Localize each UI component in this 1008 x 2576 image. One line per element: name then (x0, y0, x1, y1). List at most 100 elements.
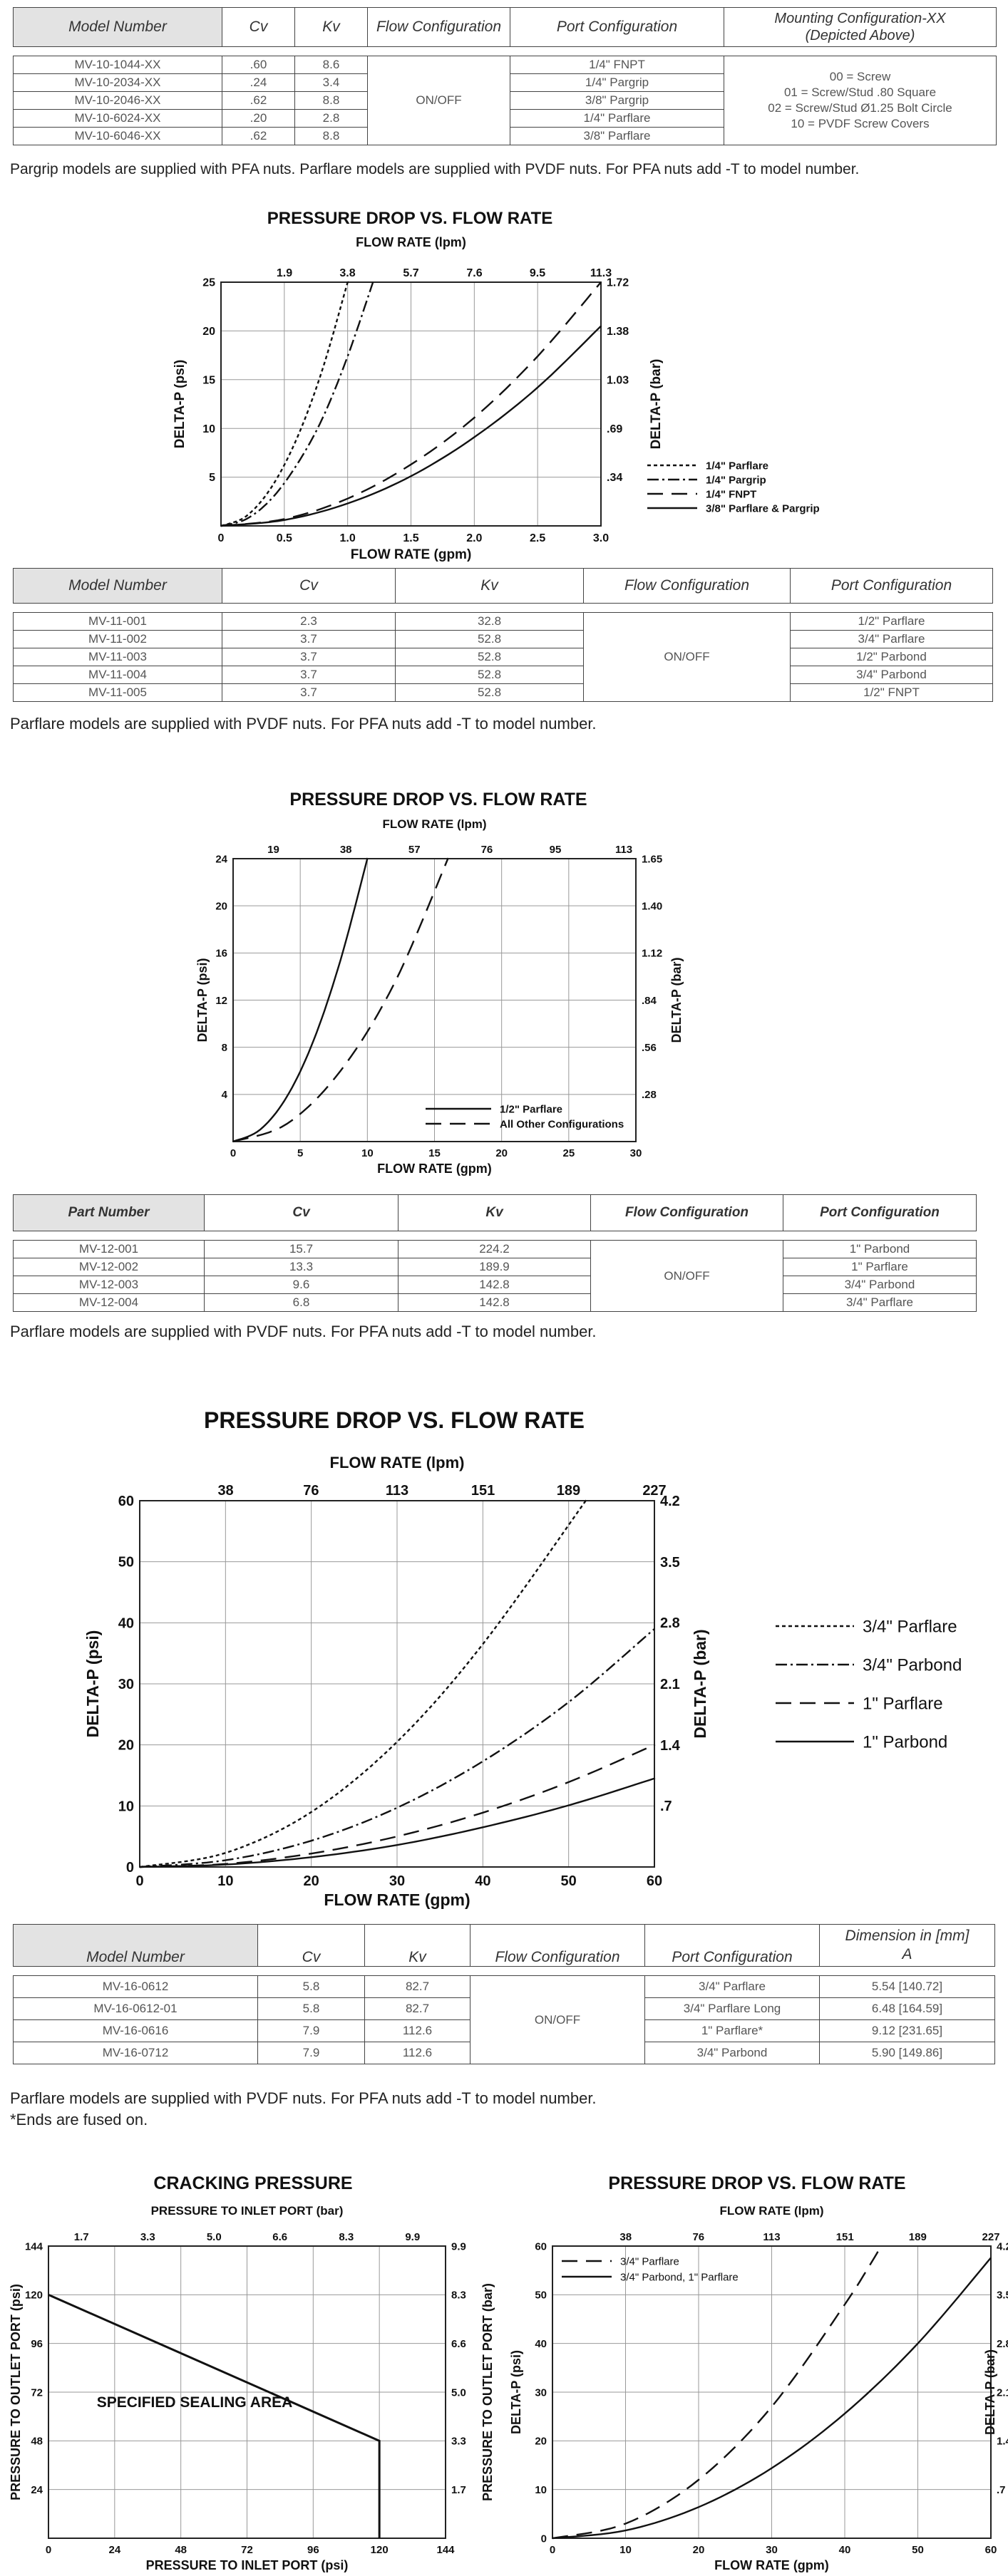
model-cell: MV-10-6046-XX (13, 127, 222, 145)
x-tick-label: 5 (297, 1147, 303, 1159)
y2-tick-label: .28 (642, 1089, 657, 1101)
kv-cell: 8.8 (294, 127, 368, 145)
chart-title: PRESSURE DROP VS. FLOW RATE (267, 209, 553, 228)
x2-tick-label: 5.0 (207, 2231, 222, 2243)
y2-tick-label: 8.3 (451, 2290, 466, 2302)
x2-axis-label: FLOW RATE (lpm) (382, 817, 486, 831)
y-axis-label: PRESSURE TO OUTLET PORT (psi) (9, 2284, 23, 2500)
x-tick-label: 20 (693, 2544, 705, 2556)
port-cell: 3/4" Parflare Long (644, 1997, 820, 2020)
model-cell: MV-10-2046-XX (13, 91, 222, 110)
y-tick-label: 20 (118, 1738, 134, 1754)
y-tick-label: 0 (126, 1860, 134, 1876)
header-kv: Kv (398, 1194, 591, 1231)
spec-table-mv10: Model Number Cv Kv Flow Configuration Po… (13, 7, 997, 145)
kv-cell: 112.6 (364, 2042, 470, 2064)
y2-tick-label: 4.2 (997, 2240, 1008, 2252)
legend-label: 1" Parflare (863, 1694, 943, 1713)
kv-cell: 3.4 (294, 73, 368, 92)
kv-cell: 224.2 (398, 1240, 591, 1258)
y2-tick-label: 6.6 (451, 2338, 466, 2350)
kv-cell: 142.8 (398, 1293, 591, 1312)
chart-4-cracking-pressure: CRACKING PRESSURE PRESSURE TO INLET PORT … (9, 2173, 495, 2572)
cv-cell: .20 (222, 109, 295, 128)
y2-axis-label: DELTA-P (bar) (669, 957, 684, 1043)
y2-tick-label: 1.4 (997, 2436, 1008, 2448)
x-tick-label: 2.0 (466, 532, 482, 544)
x-tick-label: 3.0 (593, 532, 609, 544)
spec-table-mv12: Part Number Cv Kv Flow Configuration Por… (13, 1194, 977, 1312)
table-row: MV-10-1044-XX .60 8.6 ON/OFF 1/4" FNPT 0… (13, 56, 997, 145)
port-cell: 1/2" FNPT (790, 683, 993, 702)
x2-tick-label: 113 (615, 844, 632, 856)
header-dimension: Dimension in [mm] A (819, 1924, 995, 1967)
y-tick-label: 20 (215, 900, 227, 912)
model-cell: MV-16-0616 (13, 2019, 258, 2042)
x-tick-label: 24 (108, 2544, 120, 2556)
cv-cell: 3.7 (222, 648, 396, 666)
header-port-config: Port Configuration (510, 7, 724, 47)
flow-config-cell: ON/OFF (590, 1240, 783, 1312)
y2-tick-label: 1.12 (642, 947, 662, 959)
plot-frame (552, 2245, 992, 2539)
kv-cell: 52.8 (395, 630, 584, 648)
cv-cell: 13.3 (204, 1258, 398, 1276)
table-row: MV-16-0712 7.9 112.6 3/4" Parbond 5.90 [… (13, 2042, 995, 2064)
x2-tick-label: 76 (692, 2231, 704, 2243)
x-tick-label: 1.5 (403, 532, 418, 544)
legend-label: 1/4" Pargrip (706, 474, 766, 486)
series-line-1 (48, 2293, 381, 2538)
port-cell: 1/4" Parflare (510, 109, 724, 128)
series-line-1 (139, 1499, 587, 1868)
part-cell: MV-12-002 (13, 1258, 205, 1276)
series-line-2 (220, 281, 374, 527)
y2-tick-label: 2.8 (660, 1615, 680, 1631)
cv-cell: 6.8 (204, 1293, 398, 1312)
x2-tick-label: 9.9 (405, 2231, 420, 2243)
cv-cell: .62 (222, 127, 295, 145)
table-row: MV-12-002 13.3 189.9 1" Parflare (13, 1258, 977, 1276)
kv-cell: 32.8 (395, 612, 584, 631)
x-tick-label: 2.5 (530, 532, 545, 544)
dimension-cell: 5.54 [140.72] (819, 1975, 995, 1998)
x2-tick-label: 9.5 (530, 267, 545, 279)
x-axis-label: FLOW RATE (gpm) (324, 1890, 470, 1909)
table-row: MV-12-003 9.6 142.8 3/4" Parbond (13, 1276, 977, 1294)
x2-tick-label: 227 (982, 2231, 999, 2243)
x-tick-label: 30 (766, 2544, 778, 2556)
cv-cell: 3.7 (222, 630, 396, 648)
x2-tick-label: 1.7 (74, 2231, 89, 2243)
cv-cell: 3.7 (222, 683, 396, 702)
y2-axis-label: PRESSURE TO OUTLET PORT (bar) (480, 2283, 495, 2501)
mounting-options-cell: 00 = Screw 01 = Screw/Stud .80 Square 02… (724, 56, 997, 145)
x-tick-label: 30 (630, 1147, 642, 1159)
header-mounting-config: Mounting Configuration-XX (Depicted Abov… (724, 7, 997, 47)
y-tick-label: 72 (31, 2386, 43, 2399)
table-row: MV-10-6046-XX .62 8.8 3/8" Parflare (13, 127, 997, 145)
y-tick-label: 120 (25, 2290, 43, 2302)
kv-cell: 52.8 (395, 683, 584, 702)
x2-tick-label: 3.8 (339, 267, 355, 279)
x-tick-label: 40 (839, 2544, 851, 2556)
y2-tick-label: 3.5 (997, 2290, 1008, 2302)
header-flow-config: Flow Configuration (590, 1194, 783, 1231)
y-tick-label: 50 (535, 2290, 547, 2302)
spec-table-mv11: Model Number Cv Kv Flow Configuration Po… (13, 568, 993, 702)
legend-label: 3/4" Parflare (863, 1617, 957, 1636)
x-tick-label: 60 (647, 1873, 662, 1889)
x-tick-label: 0 (46, 2544, 51, 2556)
flow-config-cell: ON/OFF (583, 612, 791, 702)
y2-tick-label: 9.9 (451, 2240, 466, 2252)
cv-cell: 7.9 (257, 2042, 365, 2064)
kv-cell: 142.8 (398, 1276, 591, 1294)
kv-cell: 82.7 (364, 1975, 470, 1998)
kv-cell: 2.8 (294, 109, 368, 128)
series-line-1 (220, 281, 349, 527)
x2-tick-label: 19 (267, 844, 279, 856)
kv-cell: 82.7 (364, 1997, 470, 2020)
x-tick-label: 0 (218, 532, 225, 544)
y2-tick-label: .56 (642, 1042, 657, 1054)
series-line-2 (552, 2257, 992, 2540)
plot-frame (139, 1500, 655, 1868)
y2-tick-label: 1.7 (451, 2484, 466, 2496)
